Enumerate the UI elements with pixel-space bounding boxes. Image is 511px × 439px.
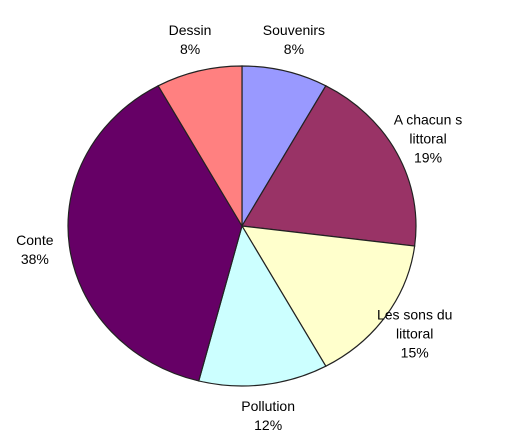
slice-label: Conte 38%: [16, 231, 53, 269]
value-label: 8%: [179, 41, 201, 58]
category-name: Conte: [16, 232, 54, 249]
category-name: Dessin: [168, 22, 212, 39]
pie-slice: [157, 65, 243, 229]
value-label: 12%: [254, 417, 283, 434]
pie-slice: [240, 225, 416, 367]
value-label: 15%: [400, 344, 429, 361]
category-name: Pollution: [241, 398, 296, 415]
slice-label: Dessin 8%: [169, 21, 212, 59]
slice-label: A chacun s littoral 19%: [394, 110, 463, 167]
pie-slice: [67, 85, 243, 382]
value-label: 8%: [283, 41, 305, 58]
category-name: Souvenirs: [262, 22, 326, 39]
pie-slice: [241, 85, 417, 247]
category-name: A chacun s littoral: [393, 111, 463, 147]
slice-label: Souvenirs 8%: [263, 21, 325, 59]
slice-label: Pollution 12%: [241, 397, 295, 435]
pie-slice: [197, 224, 327, 387]
category-name: Les sons du littoral: [376, 306, 453, 342]
slice-label: Les sons du littoral 15%: [377, 305, 453, 362]
value-label: 38%: [20, 251, 49, 268]
value-label: 19%: [414, 149, 443, 166]
